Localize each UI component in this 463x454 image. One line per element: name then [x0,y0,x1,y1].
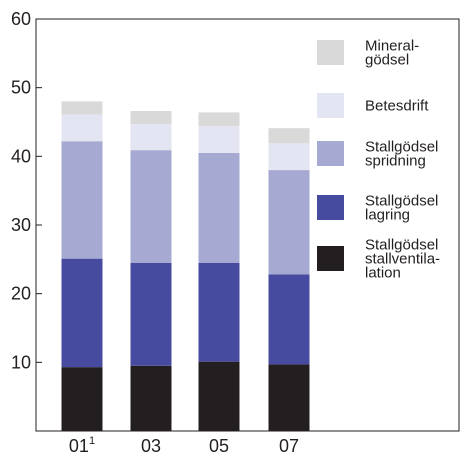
x-axis: 011 03 05 07 [69,435,299,454]
legend-label: Stallgödsel [365,193,438,210]
legend-swatch [317,93,344,118]
bar-segment [130,111,172,125]
bar-segment [130,124,172,151]
x-tick-label: 03 [141,436,161,454]
y-tick-label: 20 [11,284,31,304]
bar-segment [61,114,103,142]
legend-label: lagring [365,207,410,224]
x-tick-label: 07 [279,436,299,454]
x-tick-footnote-marker: 1 [89,435,95,447]
legend-label: Stallgödsel [365,237,438,254]
bar-segment [130,150,172,263]
bar-segment [61,101,103,115]
bar-segment [198,361,240,431]
y-tick-label: 30 [11,215,31,235]
bar-segment [268,143,310,171]
bar-segment [198,126,240,153]
legend-swatch [317,40,344,65]
bar-segment [61,367,103,431]
legend-label: Betesdrift [365,98,429,115]
y-tick-label: 50 [11,78,31,98]
bar-segment [198,262,240,362]
y-tick-label: 60 [11,9,31,29]
bar-segment [268,364,310,431]
bar-segment [130,365,172,431]
legend-label: Stallgödsel [365,139,438,156]
bars-group [61,101,310,431]
y-tick-label: 10 [11,352,31,372]
x-tick-value: 05 [209,436,229,454]
legend-swatch [317,246,344,271]
legend-swatch [317,195,344,220]
y-tick-label: 40 [11,146,31,166]
x-tick-value: 07 [279,436,299,454]
bar-segment [61,141,103,259]
legend-swatch [317,141,344,166]
bar-segment [61,258,103,368]
x-tick-label: 011 [69,435,95,454]
bar-segment [198,112,240,127]
bar-segment [268,170,310,275]
legend-label: gödsel [365,52,409,69]
legend-label: spridning [365,153,426,170]
legend-label: stallventila- [365,251,440,268]
y-axis: 10 20 30 40 50 60 [11,9,42,372]
legend-label: lation [365,265,401,282]
legend-label: Mineral- [365,38,419,55]
bar-segment [268,128,310,144]
bar-segment [198,152,240,263]
legend: Mineral-gödselBetesdriftStallgödselsprid… [317,38,440,282]
bar-segment [268,274,310,365]
x-tick-value: 03 [141,436,161,454]
x-tick-label: 05 [209,436,229,454]
bar-segment [130,262,172,366]
x-tick-value: 01 [69,436,89,454]
